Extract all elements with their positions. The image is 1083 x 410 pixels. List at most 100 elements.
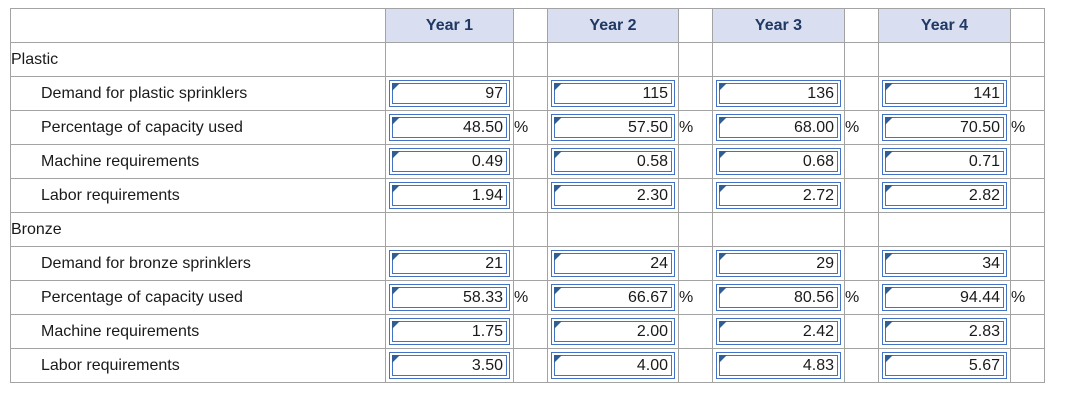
value-input[interactable]: 2.00 <box>551 318 675 345</box>
value-cell: 24 <box>547 246 679 281</box>
value-input[interactable]: 70.50 <box>882 114 1007 141</box>
table-row: Machine requirements 0.49 0.58 0.68 0.71 <box>10 144 1045 179</box>
empty-cell <box>513 246 548 281</box>
value-input[interactable]: 0.68 <box>716 148 841 175</box>
value-cell: 2.72 <box>712 178 845 213</box>
value-input[interactable]: 2.82 <box>882 182 1007 209</box>
input-value: 0.68 <box>802 153 834 170</box>
empty-cell <box>844 212 879 247</box>
value-input[interactable]: 24 <box>551 250 675 277</box>
input-marker-icon <box>392 117 400 125</box>
empty-cell <box>1010 178 1045 213</box>
input-value: 66.67 <box>627 289 668 306</box>
value-input[interactable]: 29 <box>716 250 841 277</box>
empty-cell <box>678 144 713 179</box>
table-row: Percentage of capacity used 58.33% 66.67% 8… <box>10 280 1045 315</box>
input-marker-icon <box>554 321 562 329</box>
value-input[interactable]: 48.50 <box>389 114 510 141</box>
year-header: Year 1 <box>385 8 514 43</box>
value-input[interactable]: 115 <box>551 80 675 107</box>
value-cell: 0.58 <box>547 144 679 179</box>
input-value: 5.67 <box>968 357 1000 374</box>
value-cell: 4.83 <box>712 348 845 383</box>
table-row: Demand for bronze sprinklers 21 24 29 34 <box>10 246 1045 281</box>
percent-label: % <box>1010 110 1045 145</box>
value-input[interactable]: 2.72 <box>716 182 841 209</box>
section-row: Bronze <box>10 212 1045 247</box>
empty-cell <box>1010 246 1045 281</box>
value-cell: 68.00 <box>712 110 845 145</box>
empty-cell <box>513 76 548 111</box>
input-marker-icon <box>392 151 400 159</box>
value-input[interactable]: 141 <box>882 80 1007 107</box>
input-value: 24 <box>650 255 668 272</box>
input-value: 68.00 <box>793 119 834 136</box>
input-marker-icon <box>885 321 893 329</box>
value-input[interactable]: 68.00 <box>716 114 841 141</box>
empty-cell <box>678 348 713 383</box>
input-value: 2.83 <box>968 323 1000 340</box>
value-input[interactable]: 5.67 <box>882 352 1007 379</box>
input-value: 29 <box>816 255 834 272</box>
value-input[interactable]: 4.83 <box>716 352 841 379</box>
empty-cell <box>385 212 514 247</box>
percent-label: % <box>678 110 713 145</box>
input-marker-icon <box>392 355 400 363</box>
value-cell: 4.00 <box>547 348 679 383</box>
input-value: 48.50 <box>462 119 503 136</box>
value-input[interactable]: 3.50 <box>389 352 510 379</box>
value-input[interactable]: 2.30 <box>551 182 675 209</box>
value-input[interactable]: 0.58 <box>551 148 675 175</box>
value-input[interactable]: 80.56 <box>716 284 841 311</box>
value-input[interactable]: 58.33 <box>389 284 510 311</box>
value-input[interactable]: 34 <box>882 250 1007 277</box>
value-input[interactable]: 0.71 <box>882 148 1007 175</box>
input-value: 21 <box>485 255 503 272</box>
value-input[interactable]: 66.67 <box>551 284 675 311</box>
value-input[interactable]: 0.49 <box>389 148 510 175</box>
empty-cell <box>878 42 1011 77</box>
header-spacer-cell <box>844 8 879 43</box>
header-row: Year 1 Year 2 Year 3 Year 4 <box>10 8 1045 43</box>
value-input[interactable]: 1.75 <box>389 318 510 345</box>
empty-cell <box>844 314 879 349</box>
empty-cell <box>513 314 548 349</box>
empty-cell <box>1010 314 1045 349</box>
value-input[interactable]: 2.83 <box>882 318 1007 345</box>
empty-cell <box>513 42 548 77</box>
empty-cell <box>844 76 879 111</box>
empty-cell <box>878 212 1011 247</box>
input-marker-icon <box>392 321 400 329</box>
year-header: Year 4 <box>878 8 1011 43</box>
empty-cell <box>844 178 879 213</box>
input-marker-icon <box>554 117 562 125</box>
input-marker-icon <box>554 185 562 193</box>
value-input[interactable]: 2.42 <box>716 318 841 345</box>
percent-label: % <box>844 110 879 145</box>
empty-cell <box>547 42 679 77</box>
value-input[interactable]: 57.50 <box>551 114 675 141</box>
input-value: 80.56 <box>793 289 834 306</box>
input-marker-icon <box>885 83 893 91</box>
table-row: Labor requirements 3.50 4.00 4.83 5.67 <box>10 348 1045 383</box>
value-input[interactable]: 4.00 <box>551 352 675 379</box>
empty-cell <box>678 314 713 349</box>
value-input[interactable]: 97 <box>389 80 510 107</box>
row-label: Percentage of capacity used <box>10 280 386 315</box>
empty-cell <box>844 144 879 179</box>
value-cell: 70.50 <box>878 110 1011 145</box>
value-cell: 48.50 <box>385 110 514 145</box>
input-value: 3.50 <box>471 357 503 374</box>
value-input[interactable]: 21 <box>389 250 510 277</box>
value-input[interactable]: 94.44 <box>882 284 1007 311</box>
value-input[interactable]: 136 <box>716 80 841 107</box>
value-cell: 2.42 <box>712 314 845 349</box>
value-input[interactable]: 1.94 <box>389 182 510 209</box>
empty-cell <box>547 212 679 247</box>
percent-label: % <box>1010 280 1045 315</box>
input-marker-icon <box>554 83 562 91</box>
empty-cell <box>1010 42 1045 77</box>
input-marker-icon <box>719 117 727 125</box>
input-marker-icon <box>554 287 562 295</box>
input-marker-icon <box>885 151 893 159</box>
